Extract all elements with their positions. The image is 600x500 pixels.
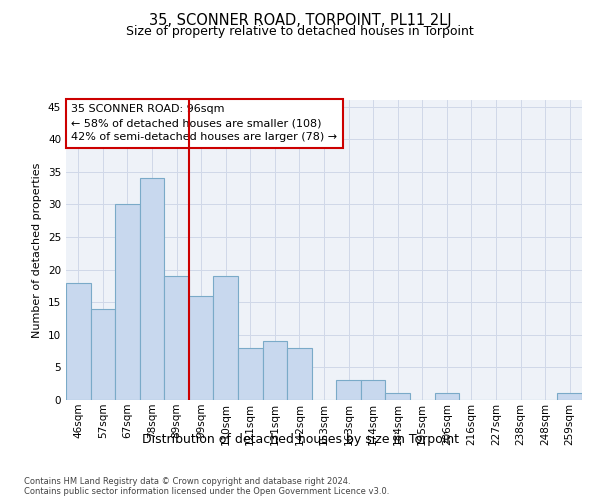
Text: 35 SCONNER ROAD: 96sqm
← 58% of detached houses are smaller (108)
42% of semi-de: 35 SCONNER ROAD: 96sqm ← 58% of detached…	[71, 104, 337, 142]
Bar	[91, 308, 115, 400]
Y-axis label: Number of detached properties: Number of detached properties	[32, 162, 43, 338]
Bar	[361, 380, 385, 400]
Bar	[214, 276, 238, 400]
Bar	[287, 348, 312, 400]
Bar	[189, 296, 214, 400]
Text: Contains HM Land Registry data © Crown copyright and database right 2024.: Contains HM Land Registry data © Crown c…	[24, 478, 350, 486]
Bar	[66, 282, 91, 400]
Bar	[238, 348, 263, 400]
Bar	[164, 276, 189, 400]
Text: 35, SCONNER ROAD, TORPOINT, PL11 2LJ: 35, SCONNER ROAD, TORPOINT, PL11 2LJ	[149, 12, 451, 28]
Text: Size of property relative to detached houses in Torpoint: Size of property relative to detached ho…	[126, 25, 474, 38]
Text: Distribution of detached houses by size in Torpoint: Distribution of detached houses by size …	[142, 432, 458, 446]
Bar	[336, 380, 361, 400]
Bar	[115, 204, 140, 400]
Bar	[263, 342, 287, 400]
Text: Contains public sector information licensed under the Open Government Licence v3: Contains public sector information licen…	[24, 488, 389, 496]
Bar	[140, 178, 164, 400]
Bar	[557, 394, 582, 400]
Bar	[434, 394, 459, 400]
Bar	[385, 394, 410, 400]
